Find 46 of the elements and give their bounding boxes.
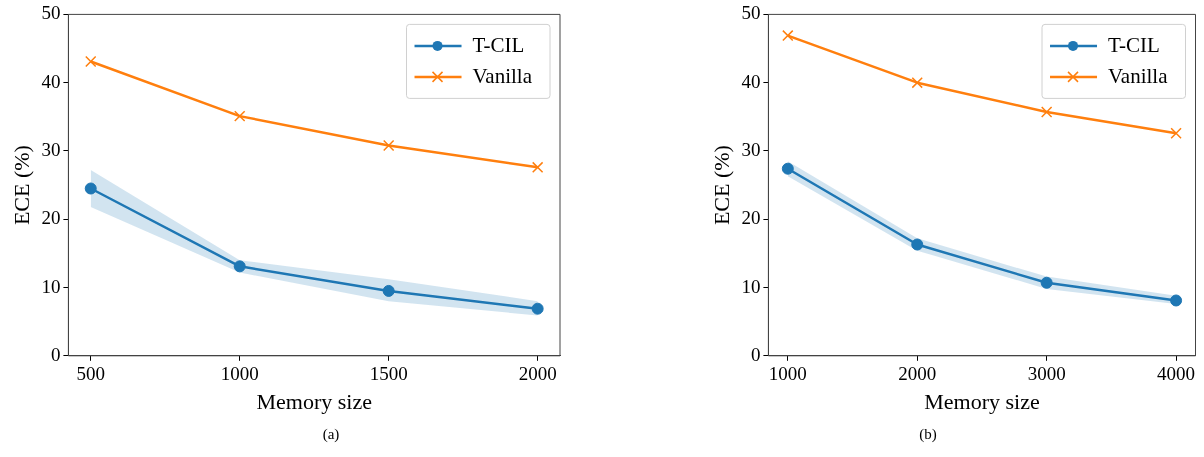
y-tick-label: 30 bbox=[741, 138, 761, 160]
point bbox=[234, 110, 246, 122]
x-tick-label: 1000 bbox=[768, 363, 807, 385]
y-tick-label: 50 bbox=[741, 2, 761, 24]
y-tick-label: 20 bbox=[41, 207, 61, 229]
y-tick-label: 10 bbox=[741, 275, 761, 297]
x-tick-label: 3000 bbox=[1027, 363, 1066, 385]
legend-label: T-CIL bbox=[472, 33, 525, 58]
legend-label: Vanilla bbox=[472, 64, 533, 89]
text: (b) bbox=[918, 426, 938, 443]
y-tick-label: 0 bbox=[750, 343, 761, 365]
y-tick-label: 20 bbox=[741, 207, 761, 229]
point bbox=[233, 260, 246, 273]
point bbox=[84, 182, 97, 195]
x-tick-label: 1500 bbox=[369, 363, 408, 385]
y-tick-label: 0 bbox=[50, 343, 61, 365]
x-tick-label: 1000 bbox=[220, 363, 259, 385]
point bbox=[911, 238, 924, 251]
x-axis-title: Memory size bbox=[256, 388, 372, 414]
point bbox=[382, 284, 395, 297]
y-tick-label: 40 bbox=[41, 70, 61, 92]
x-tick-label: 2000 bbox=[518, 363, 557, 385]
y-tick-label: 30 bbox=[41, 138, 61, 160]
x-tick-label: 4000 bbox=[1157, 363, 1196, 385]
x-axis-title: Memory size bbox=[924, 388, 1040, 414]
y-tick-label: 50 bbox=[41, 2, 61, 24]
point bbox=[531, 161, 544, 174]
x-tick-label: 2000 bbox=[898, 363, 937, 385]
point bbox=[1040, 276, 1053, 289]
point bbox=[1040, 106, 1053, 118]
y-tick-label: 10 bbox=[41, 275, 61, 297]
point bbox=[382, 139, 395, 152]
legend-label: T-CIL bbox=[1108, 33, 1160, 58]
point bbox=[911, 76, 923, 89]
x-tick-label: 500 bbox=[76, 363, 105, 385]
point bbox=[781, 162, 794, 175]
point bbox=[1170, 294, 1183, 307]
y-tick-label: 40 bbox=[741, 70, 761, 92]
point bbox=[531, 302, 544, 315]
point bbox=[1170, 127, 1182, 139]
legend-label: Vanilla bbox=[1108, 64, 1169, 89]
point bbox=[782, 29, 794, 42]
y-axis-title: ECE (%) bbox=[8, 145, 34, 226]
text: (a) bbox=[321, 426, 341, 443]
y-axis-title: ECE (%) bbox=[708, 145, 734, 226]
point bbox=[85, 55, 97, 68]
